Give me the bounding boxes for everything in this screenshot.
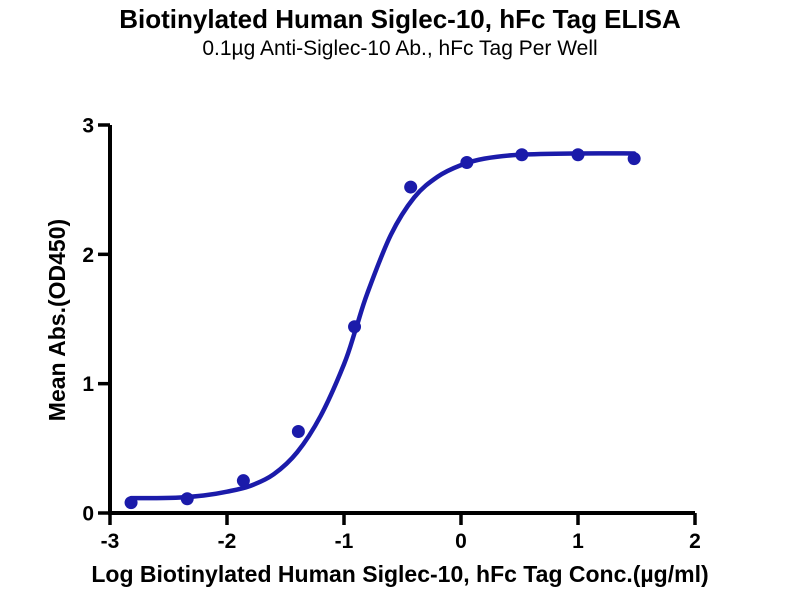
x-axis-label: Log Biotinylated Human Siglec-10, hFc Ta…: [91, 561, 709, 587]
x-tick-label: 2: [689, 530, 701, 553]
data-point: [236, 474, 250, 488]
chart-subtitle: 0.1µg Anti-Siglec-10 Ab., hFc Tag Per We…: [202, 37, 598, 60]
axis-spine: [108, 125, 695, 515]
data-point: [627, 152, 641, 166]
y-tick-label: 3: [82, 115, 94, 138]
x-tick-label: -2: [218, 530, 237, 553]
y-tick-label: 0: [82, 503, 94, 526]
chart-title: Biotinylated Human Siglec-10, hFc Tag EL…: [119, 4, 681, 34]
x-tick-label: -1: [335, 530, 354, 553]
data-point: [180, 492, 194, 506]
x-tick-label: 1: [572, 530, 584, 553]
fit-curve: [128, 151, 637, 501]
data-point: [404, 180, 418, 194]
data-point: [124, 496, 138, 510]
y-tick-label: 2: [82, 244, 94, 267]
x-tick-label: 0: [455, 530, 467, 553]
y-tick-label: 1: [82, 373, 94, 396]
data-point: [348, 320, 362, 334]
x-tick-label: -3: [101, 530, 120, 553]
data-point: [515, 148, 529, 162]
data-point: [460, 156, 474, 170]
data-point: [291, 425, 305, 439]
data-point: [571, 148, 585, 162]
